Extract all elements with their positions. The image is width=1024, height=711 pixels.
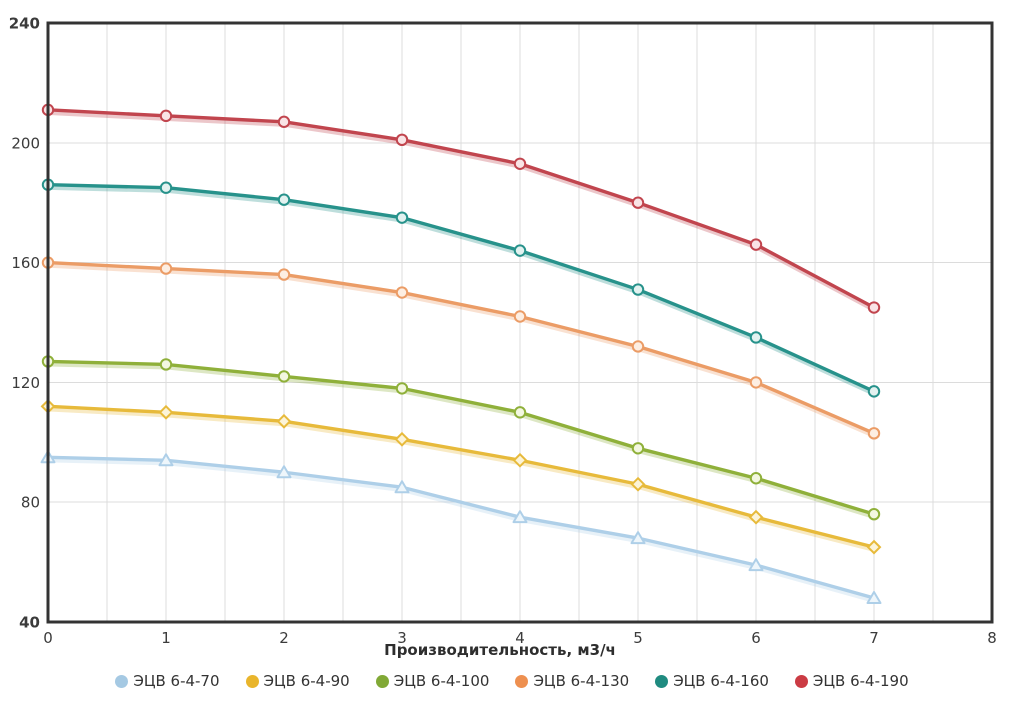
series-line <box>46 260 876 436</box>
data-point-marker <box>748 509 764 525</box>
data-point-marker <box>159 181 173 194</box>
data-point-marker <box>158 453 174 467</box>
data-point-marker <box>749 472 763 485</box>
plot-frame <box>46 21 994 624</box>
legend-item-5[interactable]: ЭЦВ 6-4-160 <box>655 674 769 689</box>
data-point-marker <box>866 591 882 605</box>
data-point-marker <box>394 431 410 447</box>
series-line-shadow <box>47 263 878 439</box>
series-5 <box>41 178 881 398</box>
data-point-marker <box>630 476 646 492</box>
legend-label: ЭЦВ 6-4-160 <box>673 672 769 690</box>
y-tick-label: 80 <box>21 494 40 512</box>
data-point-marker <box>631 283 645 296</box>
legend-label: ЭЦВ 6-4-100 <box>393 672 490 690</box>
data-point-marker <box>277 268 291 281</box>
x-tick-label: 4 <box>515 629 525 647</box>
data-point-marker <box>512 510 528 524</box>
series-3 <box>41 355 881 521</box>
data-point-marker <box>159 358 173 371</box>
series-4 <box>41 256 881 440</box>
x-tick-label: 0 <box>43 629 53 647</box>
legend-label: ЭЦВ 6-4-90 <box>263 672 350 690</box>
x-tick-label: 2 <box>279 629 289 647</box>
series-line <box>46 108 876 310</box>
legend-dot-icon <box>655 675 669 688</box>
legend-item-6[interactable]: ЭЦВ 6-4-190 <box>794 672 909 690</box>
data-point-marker <box>395 382 409 395</box>
data-point-marker <box>277 115 291 129</box>
legend-dot-icon <box>115 675 129 688</box>
x-tick-label: 3 <box>397 629 407 647</box>
data-point-marker <box>513 310 527 323</box>
data-point-marker <box>867 385 881 398</box>
data-point-marker <box>513 406 527 419</box>
legend-item-4[interactable]: ЭЦВ 6-4-130 <box>515 674 629 689</box>
legend-item-1[interactable]: ЭЦВ 6-4-70 <box>115 672 220 690</box>
legend-dot-icon <box>794 675 808 688</box>
x-tick-label: 7 <box>869 629 879 647</box>
series-6 <box>41 103 881 314</box>
x-axis-title: Производительность, м3/ч <box>384 641 616 659</box>
legend-label: ЭЦВ 6-4-130 <box>533 672 630 690</box>
pump-curves-plot: 40 80 120 160 200 240 0 1 2 3 4 5 6 7 8 Производительно… <box>9 15 997 660</box>
data-point-marker <box>395 133 409 147</box>
series-line-shadow <box>47 185 878 397</box>
data-point-marker <box>277 193 291 206</box>
legend-item-3[interactable]: ЭЦВ 6-4-100 <box>375 672 490 690</box>
y-tick-label: 160 <box>11 254 40 272</box>
data-point-marker <box>866 539 882 555</box>
y-tick-label: 200 <box>11 134 40 152</box>
y-tick-label: 120 <box>11 374 40 392</box>
series-1 <box>40 450 882 605</box>
data-point-marker <box>749 376 763 389</box>
series-line <box>46 183 876 394</box>
legend-item-2[interactable]: ЭЦВ 6-4-90 <box>245 672 350 690</box>
data-point-marker <box>748 558 764 572</box>
legend-label: ЭЦВ 6-4-190 <box>812 672 909 690</box>
data-point-marker <box>395 211 409 224</box>
data-point-marker <box>631 442 645 455</box>
data-point-marker <box>867 507 881 521</box>
data-point-marker <box>867 427 881 440</box>
x-tick-label: 8 <box>987 629 997 647</box>
series-line-shadow <box>47 407 878 553</box>
legend-dot-icon <box>245 675 259 688</box>
legend-dot-icon <box>375 675 389 688</box>
data-point-marker <box>276 413 292 429</box>
data-point-marker <box>159 109 173 123</box>
series-2 <box>40 398 882 555</box>
series-line-shadow <box>47 362 878 520</box>
data-point-marker <box>277 370 291 383</box>
data-point-marker <box>512 452 528 468</box>
legend: ЭЦВ 6-4-70 ЭЦВ 6-4-90 ЭЦВ 6-4-100 ЭЦВ 6-4-1… <box>0 674 1024 689</box>
y-tick-label: 40 <box>19 614 40 632</box>
data-point-marker <box>276 465 292 479</box>
series-line-shadow <box>47 110 878 313</box>
data-point-marker <box>513 157 527 170</box>
legend-label: ЭЦВ 6-4-70 <box>133 672 220 690</box>
series-line <box>46 404 876 549</box>
data-point-marker <box>749 238 763 251</box>
data-point-marker <box>867 301 881 314</box>
data-point-marker <box>394 480 410 494</box>
data-point-marker <box>631 340 645 353</box>
data-point-marker <box>630 531 646 545</box>
x-tick-label: 1 <box>161 629 171 647</box>
data-point-marker <box>159 262 173 275</box>
series-line-shadow <box>47 458 878 604</box>
y-tick-label: 240 <box>9 15 40 33</box>
legend-dot-icon <box>515 675 529 688</box>
data-point-marker <box>395 286 409 299</box>
series-line <box>46 359 876 516</box>
data-point-marker <box>158 404 174 420</box>
data-point-marker <box>513 244 527 257</box>
series-line <box>46 455 876 600</box>
x-tick-label: 6 <box>751 629 761 647</box>
data-point-marker <box>749 331 763 344</box>
data-point-marker <box>631 196 645 209</box>
x-tick-label: 5 <box>633 629 643 647</box>
gridlines <box>48 23 992 622</box>
